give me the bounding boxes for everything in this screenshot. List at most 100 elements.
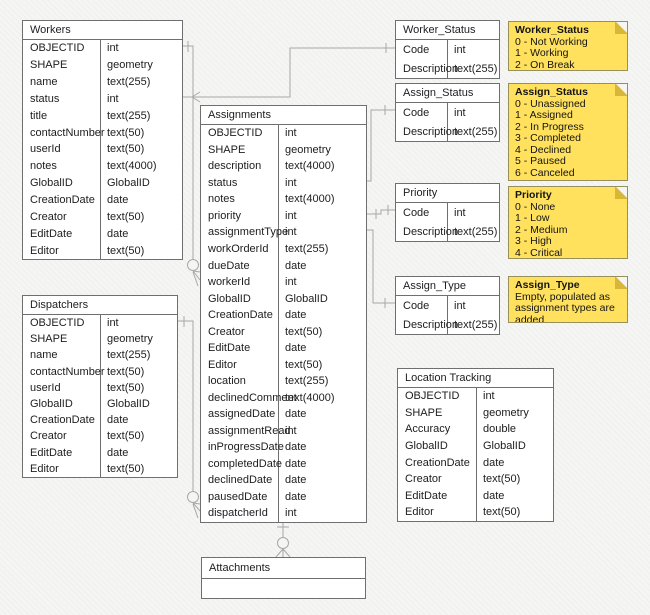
note-line: assignment types are added: [515, 302, 615, 323]
field-name: CreationDate: [23, 412, 101, 429]
field-name: pausedDate: [201, 488, 279, 506]
field-type: int: [285, 127, 297, 140]
field-name: dispatcherId: [201, 505, 279, 522]
note-title: Assign_Type: [515, 279, 580, 291]
field-name: Editor: [23, 242, 101, 259]
field-name: Code: [396, 103, 448, 122]
note-line: 3 - High: [515, 235, 552, 247]
connector-workers-status-to-worker-status: [183, 43, 395, 103]
note-line: 2 - Medium: [515, 223, 568, 236]
crow-foot-marker: [275, 548, 291, 558]
field-row: Code int: [396, 203, 499, 222]
sticky-note-worker-status[interactable]: Worker_Status 0 - Not Working 1 - Working…: [508, 21, 628, 71]
field-row: userId text(50): [23, 141, 182, 158]
field-row: Accuracy double: [398, 421, 553, 438]
field-row: completedDate date: [201, 455, 366, 473]
entity-table-workers[interactable]: Workers OBJECTID int SHAPE geometry name text…: [22, 20, 183, 260]
field-row: SHAPE geometry: [23, 331, 177, 348]
field-row: Code int: [396, 40, 499, 59]
field-name: declinedComment: [201, 389, 297, 407]
field-row: OBJECTID int: [23, 40, 182, 57]
entity-table-assign-status[interactable]: Assign_Status Code int Description text(255…: [395, 83, 500, 142]
field-name: description: [201, 158, 279, 175]
field-name: location: [201, 372, 279, 390]
sticky-note-assign-type[interactable]: Assign_Type Empty, populated as assignmen…: [508, 276, 628, 323]
entity-table-assign-type[interactable]: Assign_Type Code int Description text(255): [395, 276, 500, 335]
entity-table-worker-status[interactable]: Worker_Status Code int Description text(255…: [395, 20, 500, 79]
entity-table-priority[interactable]: Priority Code int Description text(255): [395, 183, 500, 242]
field-row: Creator text(50): [23, 208, 182, 226]
field-row: GlobalID GlobalID: [398, 437, 553, 455]
field-row: pausedDate date: [201, 488, 366, 506]
field-row: CreationDate date: [23, 412, 177, 429]
entity-table-assignments[interactable]: Assignments OBJECTID int SHAPE geometry desc…: [200, 105, 367, 523]
field-type: geometry: [107, 333, 153, 346]
field-name: GlobalID: [23, 174, 101, 192]
field-row: assignedDate date: [201, 406, 366, 423]
field-name: EditDate: [23, 225, 101, 243]
field-type: geometry: [483, 406, 529, 419]
connector-assignments-to-attachments: [275, 520, 291, 558]
field-type: GlobalID: [107, 398, 150, 411]
field-row: Creator text(50): [398, 470, 553, 488]
field-type: int: [454, 206, 466, 219]
field-type: text(255): [454, 318, 498, 331]
field-row: OBJECTID int: [201, 125, 366, 142]
connector-assignments-priority-to-priority: [367, 205, 395, 219]
field-type: int: [107, 317, 119, 330]
field-name: Editor: [201, 356, 279, 373]
sticky-note-assign-status[interactable]: Assign_Status 0 - Unassigned 1 - Assigned…: [508, 83, 628, 181]
field-type: GlobalID: [285, 292, 328, 305]
field-row: Description text(255): [396, 315, 499, 334]
field-name: priority: [201, 207, 279, 225]
field-name: notes: [201, 191, 279, 208]
field-row: inProgressDate date: [201, 439, 366, 456]
field-name: EditDate: [201, 339, 279, 357]
field-name: SHAPE: [23, 331, 101, 348]
field-type: text(50): [107, 143, 145, 156]
field-type: text(50): [483, 473, 521, 486]
field-row: EditDate date: [23, 444, 177, 461]
field-name: userId: [23, 141, 101, 158]
field-name: assignedDate: [201, 406, 279, 423]
field-row: Description text(255): [396, 222, 499, 241]
field-row: workOrderId text(255): [201, 240, 366, 258]
field-type: date: [107, 414, 129, 427]
field-row: userId text(50): [23, 379, 177, 396]
field-row: Code int: [396, 296, 499, 315]
field-name: SHAPE: [23, 56, 101, 74]
field-row: name text(255): [23, 347, 177, 364]
sticky-note-priority[interactable]: Priority 0 - None 1 - Low 2 - Medium 3 - Hi…: [508, 186, 628, 259]
field-row: EditDate date: [23, 225, 182, 243]
field-type: int: [107, 42, 119, 55]
table-title: Assignments: [201, 106, 366, 125]
field-row: EditDate date: [201, 339, 366, 357]
zero-marker: [187, 491, 199, 503]
field-name: completedDate: [201, 455, 282, 473]
field-row: Editor text(50): [398, 504, 553, 521]
field-name: status: [23, 90, 101, 108]
field-row: name text(255): [23, 73, 182, 91]
entity-table-attachments[interactable]: Attachments: [201, 557, 366, 599]
table-title: Assign_Type: [396, 277, 499, 296]
field-name: Editor: [23, 460, 101, 477]
field-type: text(255): [285, 375, 329, 388]
field-type: date: [285, 474, 307, 487]
field-type: date: [483, 489, 505, 502]
field-name: notes: [23, 157, 101, 175]
table-title: Attachments: [202, 558, 365, 579]
field-type: int: [285, 507, 297, 520]
field-row: notes text(4000): [23, 157, 182, 175]
field-row: dispatcherId int: [201, 505, 366, 522]
note-line: 2 - In Progress: [515, 120, 584, 133]
field-name: SHAPE: [201, 141, 279, 159]
entity-table-dispatchers[interactable]: Dispatchers OBJECTID int SHAPE geometry name…: [22, 295, 178, 478]
field-type: date: [285, 342, 307, 355]
field-name: EditDate: [23, 444, 101, 461]
field-type: date: [483, 456, 505, 469]
field-type: text(255): [107, 109, 151, 122]
field-type: text(255): [454, 125, 498, 138]
entity-table-location-tracking[interactable]: Location Tracking OBJECTID int SHAPE geomet…: [397, 368, 554, 522]
field-row: Editor text(50): [201, 356, 366, 373]
